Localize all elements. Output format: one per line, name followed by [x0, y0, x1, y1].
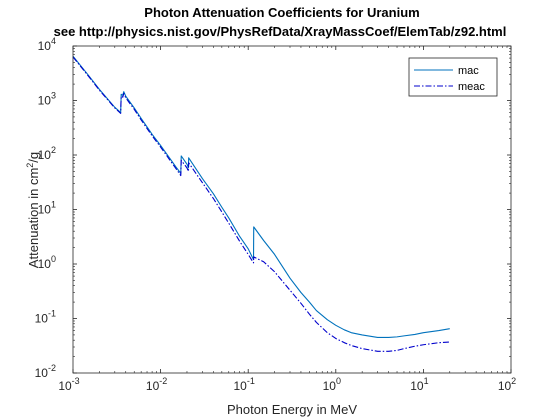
- y-tick-label: 10-2: [35, 363, 56, 380]
- chart-subtitle: see http://physics.nist.gov/PhysRefData/…: [54, 24, 507, 39]
- y-axis-label: Attenuation in cm2/g: [25, 152, 41, 268]
- series-line-mac: [72, 55, 450, 338]
- series-group: [72, 55, 450, 352]
- x-axis-label: Photon Energy in MeV: [227, 402, 357, 417]
- x-tick-label: 10-3: [58, 376, 79, 393]
- legend-label-meac: meac: [458, 81, 485, 93]
- x-ticks: 10-3 10-2 10-1 100 101 102: [58, 46, 516, 393]
- x-tick-label: 10-1: [234, 376, 255, 393]
- y-tick-label: 100: [38, 254, 56, 271]
- x-tick-label: 101: [410, 376, 428, 393]
- legend: mac meac: [408, 57, 498, 97]
- x-tick-label: 102: [498, 376, 516, 393]
- y-tick-label: 104: [38, 36, 56, 53]
- chart-title: Photon Attenuation Coefficients for Uran…: [144, 5, 419, 20]
- x-tick-label: 10-2: [146, 376, 167, 393]
- plot-frame: [72, 45, 512, 374]
- plot-area: [73, 46, 511, 373]
- y-tick-label: 103: [38, 91, 56, 108]
- y-tick-label: 101: [38, 200, 56, 217]
- x-tick-label: 100: [323, 376, 341, 393]
- y-tick-label: 10-1: [35, 309, 56, 326]
- y-tick-label: 102: [38, 145, 56, 162]
- y-ticks: 10-2 10-1 100 101 102 103 104: [35, 36, 511, 380]
- legend-box: [408, 57, 498, 97]
- legend-label-mac: mac: [458, 65, 479, 77]
